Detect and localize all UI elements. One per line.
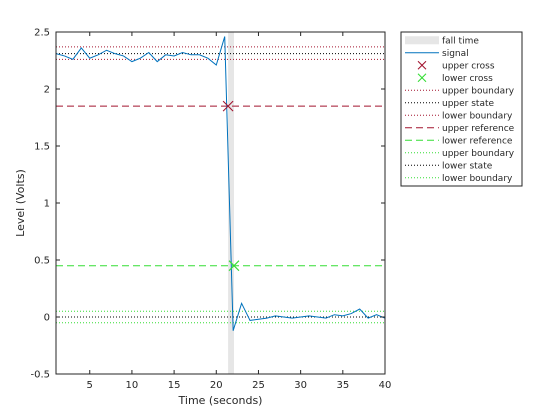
legend-item: lower reference [405, 136, 513, 146]
y-tick-label: 0 [44, 313, 50, 324]
legend-marker [417, 73, 427, 83]
legend-item: upper boundary [405, 149, 515, 159]
legend-item: signal [405, 49, 469, 59]
signal-line [55, 36, 386, 331]
x-tick-label: 10 [126, 380, 139, 391]
crossing-marker-lower-cross [228, 260, 240, 272]
legend-item: lower state [405, 161, 493, 171]
x-axis-label: Time (seconds) [178, 394, 263, 407]
legend-label: upper state [442, 99, 494, 109]
legend: fall time signal upper cross lower cross upp… [400, 31, 523, 187]
legend-box [400, 31, 523, 187]
legend-item: lower boundary [405, 111, 513, 121]
legend-swatch [405, 36, 439, 45]
x-tick-label: 40 [379, 380, 392, 391]
legend-label: upper boundary [442, 149, 515, 159]
y-tick-label: 2 [44, 85, 50, 96]
x-tick-label: 25 [252, 380, 265, 391]
legend-item: upper state [405, 99, 494, 109]
legend-label: lower boundary [442, 174, 513, 184]
y-tick-label: 1 [44, 199, 50, 210]
x-tick-label: 30 [294, 380, 307, 391]
legend-item: fall time [405, 36, 479, 46]
legend-label: lower cross [442, 74, 493, 84]
legend-label: upper boundary [442, 86, 515, 96]
y-tick-label: 2.5 [34, 28, 50, 39]
legend-label: signal [442, 49, 469, 59]
legend-label: lower boundary [442, 111, 513, 121]
legend-label: upper cross [442, 61, 495, 71]
legend-label: lower reference [442, 136, 513, 146]
legend-item: lower cross [417, 73, 493, 84]
x-tick-label: 20 [210, 380, 223, 391]
legend-item: upper boundary [405, 86, 515, 96]
x-tick-label: 35 [336, 380, 349, 391]
legend-label: fall time [442, 36, 479, 46]
x-tick-label: 5 [87, 380, 93, 391]
fall-time-band [228, 32, 234, 374]
x-tick-label: 15 [168, 380, 181, 391]
y-tick-label: 0.5 [34, 256, 50, 267]
legend-label: lower state [442, 161, 493, 171]
y-tick-label: -0.5 [30, 370, 50, 381]
legend-item: lower boundary [405, 174, 513, 184]
y-tick-label: 1.5 [34, 142, 50, 153]
y-axis-label: Level (Volts) [14, 169, 27, 237]
legend-item: upper reference [405, 124, 515, 134]
legend-item: upper cross [417, 60, 495, 71]
legend-marker [417, 60, 427, 70]
legend-label: upper reference [442, 124, 515, 134]
crossing-marker-upper-cross [222, 100, 234, 112]
